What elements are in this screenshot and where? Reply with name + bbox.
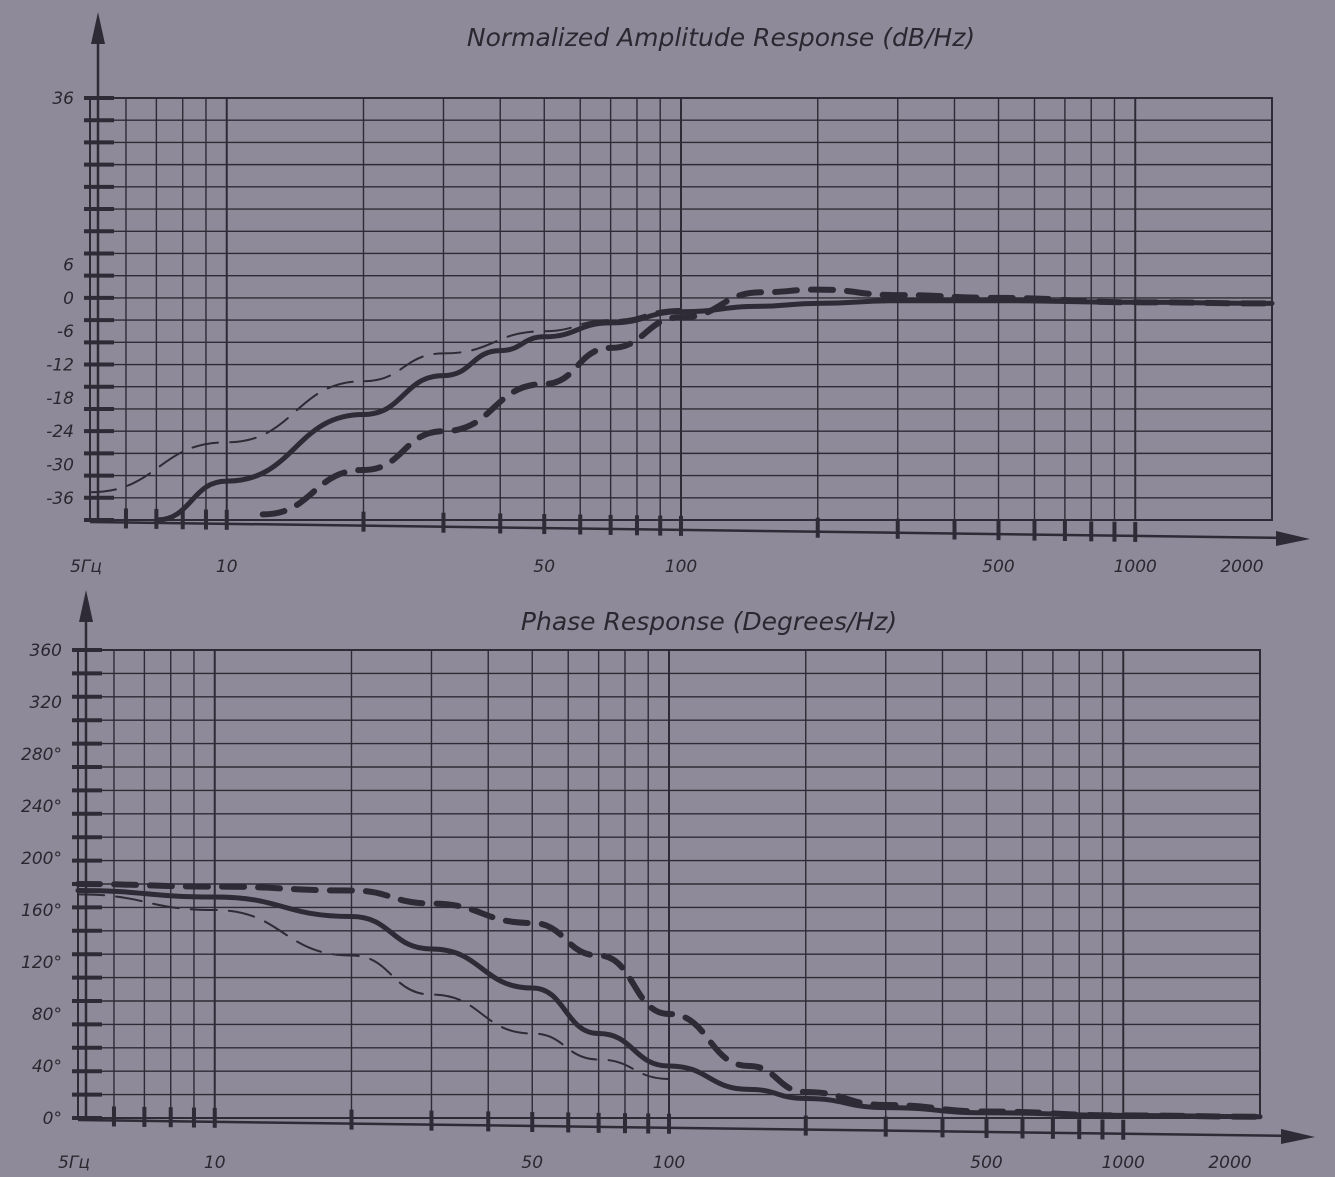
x-tick-label: 500 <box>970 1153 1002 1173</box>
x-tick-label: 100 <box>653 1153 685 1173</box>
y-tick-label: -6 <box>57 322 74 342</box>
x-tick-label: 500 <box>982 557 1014 577</box>
y-tick-label: 320 <box>30 693 62 713</box>
y-tick-label: 6 <box>63 256 74 276</box>
y-tick-label: -24 <box>46 422 74 442</box>
x-axis <box>89 520 1291 540</box>
y-tick-label: 280° <box>21 745 62 765</box>
y-tick-label: 40° <box>32 1057 62 1077</box>
chart-phase: Phase Response (Degrees/Hz) 360 320 280° 240… <box>21 590 1315 1173</box>
x-tick-label: 5Гц <box>58 1153 90 1173</box>
y-tick-label: -36 <box>46 489 74 509</box>
y-tick-label: -12 <box>46 356 74 376</box>
x-tick-label: 1000 <box>1102 1153 1145 1173</box>
x-tick-label: 1000 <box>1114 557 1157 577</box>
y-tick-label: 360 <box>30 641 62 661</box>
series-dashed-thin <box>89 308 682 494</box>
y-tick-label: 0 <box>63 289 74 309</box>
y-tick-label: -18 <box>46 389 74 409</box>
chart-title: Phase Response (Degrees/Hz) <box>521 607 897 636</box>
series-dashed-thin <box>77 893 670 1080</box>
x-tick-label: 10 <box>216 557 238 577</box>
series-dashed-thick <box>75 881 1263 1120</box>
x-tick-label: 10 <box>204 1153 226 1173</box>
series-dashed-thick <box>259 286 1275 518</box>
y-tick-label: -30 <box>46 455 74 475</box>
x-tick-label: 2000 <box>1208 1153 1251 1173</box>
x-tick-label: 100 <box>665 557 697 577</box>
y-tick-label: 80° <box>32 1005 62 1025</box>
x-tick-label: 5Гц <box>70 557 102 577</box>
x-tick-label: 50 <box>533 557 555 577</box>
x-axis-arrow <box>1276 531 1310 546</box>
y-tick-label: 0° <box>43 1109 62 1129</box>
y-tick-label: 240° <box>21 797 62 817</box>
x-tick-label: 50 <box>521 1153 543 1173</box>
x-axis <box>77 1118 1296 1138</box>
y-axis-arrow <box>91 12 105 44</box>
y-axis-arrow <box>79 590 93 622</box>
y-tick-label: 200° <box>21 849 62 869</box>
y-tick-label: 160° <box>21 901 62 921</box>
series-solid <box>153 298 1275 523</box>
y-tick-label: 36 <box>52 89 74 109</box>
x-axis-arrow <box>1281 1129 1315 1144</box>
x-tick-label: 2000 <box>1220 557 1263 577</box>
y-tick-label: 120° <box>21 953 62 973</box>
chart-amplitude: Normalized Amplitude Response (dB/Hz) 36 6… <box>46 12 1310 577</box>
chart-title: Normalized Amplitude Response (dB/Hz) <box>467 23 975 52</box>
